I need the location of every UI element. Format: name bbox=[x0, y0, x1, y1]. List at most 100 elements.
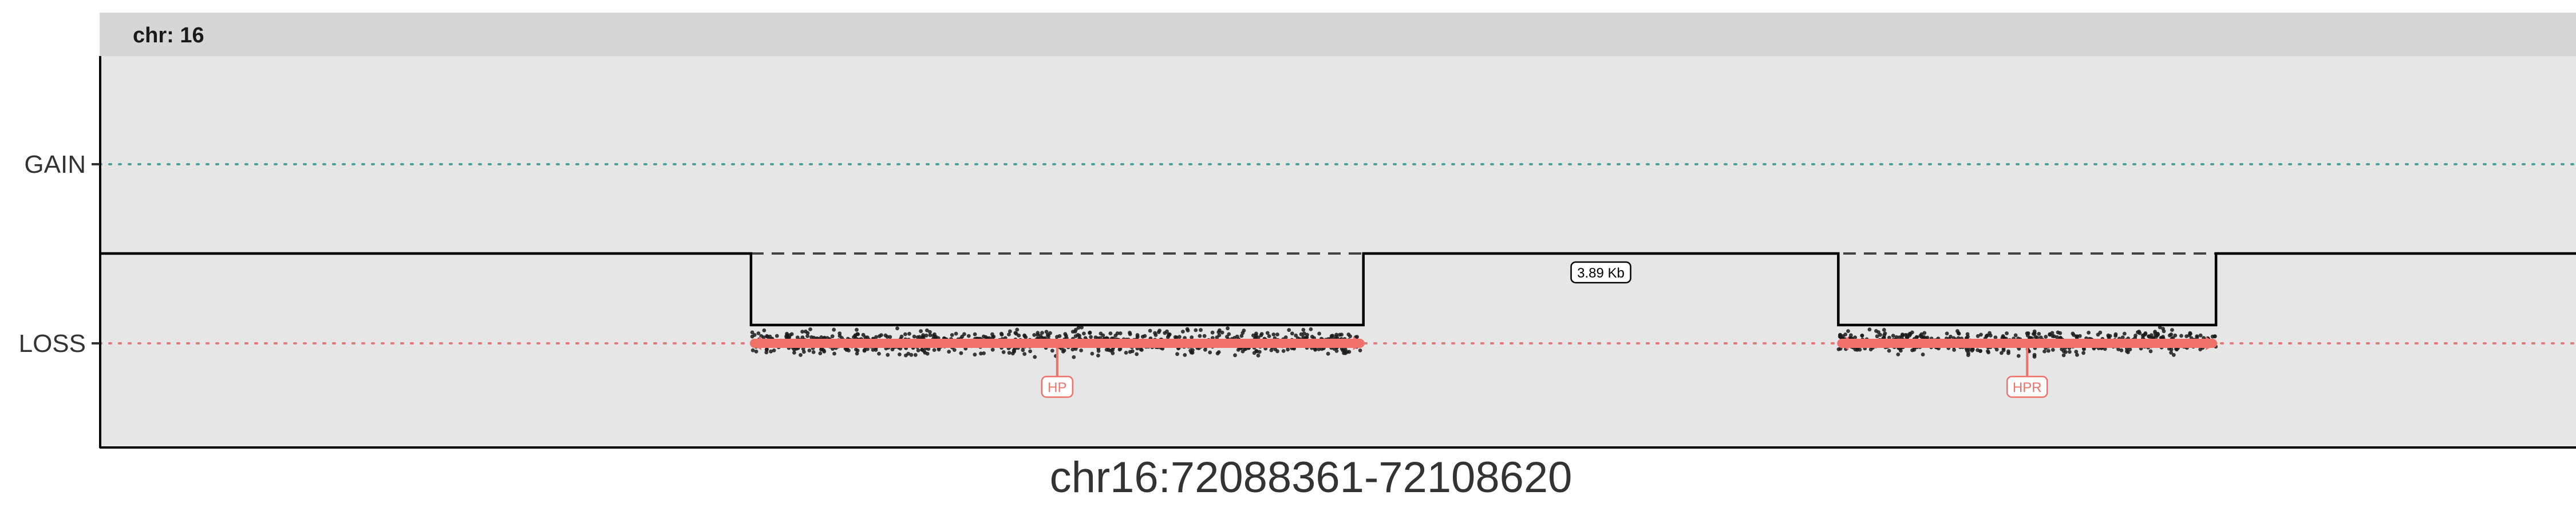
data-point bbox=[1233, 353, 1237, 358]
data-point bbox=[1108, 331, 1113, 335]
data-point bbox=[2187, 333, 2191, 338]
data-point bbox=[862, 348, 867, 353]
data-point bbox=[1076, 326, 1081, 330]
data-point bbox=[2042, 349, 2046, 354]
data-point bbox=[877, 351, 881, 356]
data-point bbox=[1022, 352, 1027, 356]
data-point bbox=[2098, 330, 2103, 335]
data-point bbox=[2158, 325, 2162, 330]
data-point bbox=[1113, 334, 1118, 338]
data-point bbox=[1867, 327, 1872, 332]
chart-marks: HP HPR 3.89 Kb bbox=[100, 252, 2576, 398]
data-point bbox=[1226, 326, 1230, 331]
data-point bbox=[878, 334, 882, 338]
data-point bbox=[1302, 331, 1306, 336]
data-point bbox=[2143, 332, 2147, 336]
data-point bbox=[1254, 331, 1258, 336]
data-point bbox=[903, 332, 907, 336]
data-point bbox=[2006, 349, 2010, 354]
copy-number-step-line bbox=[100, 252, 2576, 327]
data-point bbox=[921, 335, 926, 339]
data-point bbox=[919, 329, 923, 334]
facet-label: chr: 16 bbox=[133, 23, 204, 47]
data-point bbox=[1912, 347, 1917, 352]
data-point bbox=[1903, 333, 1907, 337]
data-point bbox=[1949, 334, 1953, 339]
data-point bbox=[1882, 328, 1886, 332]
data-point bbox=[1082, 331, 1086, 336]
data-point bbox=[2082, 347, 2086, 351]
gene-arrow-right bbox=[1353, 336, 1364, 350]
data-point bbox=[2198, 333, 2203, 338]
data-point bbox=[2122, 331, 2127, 336]
data-point bbox=[799, 353, 803, 357]
data-point bbox=[916, 348, 920, 352]
data-point bbox=[769, 349, 773, 354]
data-point bbox=[2032, 352, 2037, 357]
data-point bbox=[1313, 347, 1318, 352]
data-point bbox=[2052, 334, 2056, 339]
gene-arrow-right bbox=[2206, 336, 2217, 350]
data-point bbox=[1203, 347, 1207, 352]
data-point bbox=[1153, 333, 1158, 337]
data-point bbox=[2016, 354, 2021, 358]
data-point bbox=[1135, 352, 1139, 356]
data-point bbox=[809, 335, 813, 339]
data-point bbox=[932, 348, 937, 352]
data-point bbox=[1007, 351, 1012, 355]
data-point bbox=[1255, 349, 1259, 354]
data-point bbox=[1965, 332, 1970, 336]
data-point bbox=[2169, 350, 2174, 355]
data-point bbox=[775, 334, 779, 338]
data-point bbox=[1033, 355, 1037, 359]
gene-arrow-left bbox=[1838, 336, 1849, 350]
data-point bbox=[1143, 334, 1147, 338]
data-point bbox=[1846, 329, 1850, 333]
data-point bbox=[962, 332, 966, 336]
data-point bbox=[861, 332, 866, 337]
data-point bbox=[1007, 332, 1011, 336]
data-point bbox=[924, 333, 929, 338]
data-point bbox=[874, 348, 878, 352]
data-point bbox=[750, 334, 754, 339]
data-point bbox=[1330, 334, 1335, 338]
data-point bbox=[1050, 348, 1054, 353]
data-point bbox=[928, 330, 932, 334]
gene-label-box bbox=[1041, 375, 1074, 398]
data-point bbox=[1063, 332, 1068, 336]
data-point bbox=[1290, 331, 1294, 336]
data-point bbox=[1044, 330, 1049, 334]
data-point bbox=[1181, 330, 1185, 334]
data-point bbox=[1891, 334, 1895, 338]
data-point bbox=[2169, 332, 2174, 336]
data-point bbox=[792, 351, 796, 355]
data-point bbox=[1061, 349, 1065, 354]
data-point bbox=[1008, 329, 1012, 334]
data-point bbox=[2046, 348, 2050, 353]
data-point bbox=[853, 333, 858, 338]
data-point bbox=[772, 348, 776, 352]
data-point bbox=[830, 334, 835, 339]
data-point bbox=[1299, 332, 1303, 336]
data-point bbox=[1001, 350, 1006, 354]
data-point bbox=[801, 347, 805, 351]
data-point bbox=[1202, 334, 1207, 338]
data-point bbox=[2134, 334, 2138, 338]
data-point bbox=[1057, 334, 1062, 338]
data-point bbox=[1979, 332, 1983, 337]
data-point bbox=[1139, 347, 1143, 351]
data-point bbox=[1210, 330, 1215, 335]
data-point bbox=[2074, 350, 2079, 354]
data-point bbox=[1072, 355, 1076, 359]
data-point bbox=[811, 350, 816, 354]
data-point bbox=[1215, 351, 1220, 356]
data-point bbox=[1256, 353, 1261, 358]
data-point bbox=[1970, 347, 1975, 351]
data-point bbox=[1225, 335, 1229, 339]
data-point bbox=[886, 352, 890, 357]
data-point bbox=[2061, 349, 2066, 354]
data-point bbox=[1239, 334, 1244, 338]
data-point bbox=[837, 331, 842, 335]
data-point bbox=[2087, 331, 2091, 335]
